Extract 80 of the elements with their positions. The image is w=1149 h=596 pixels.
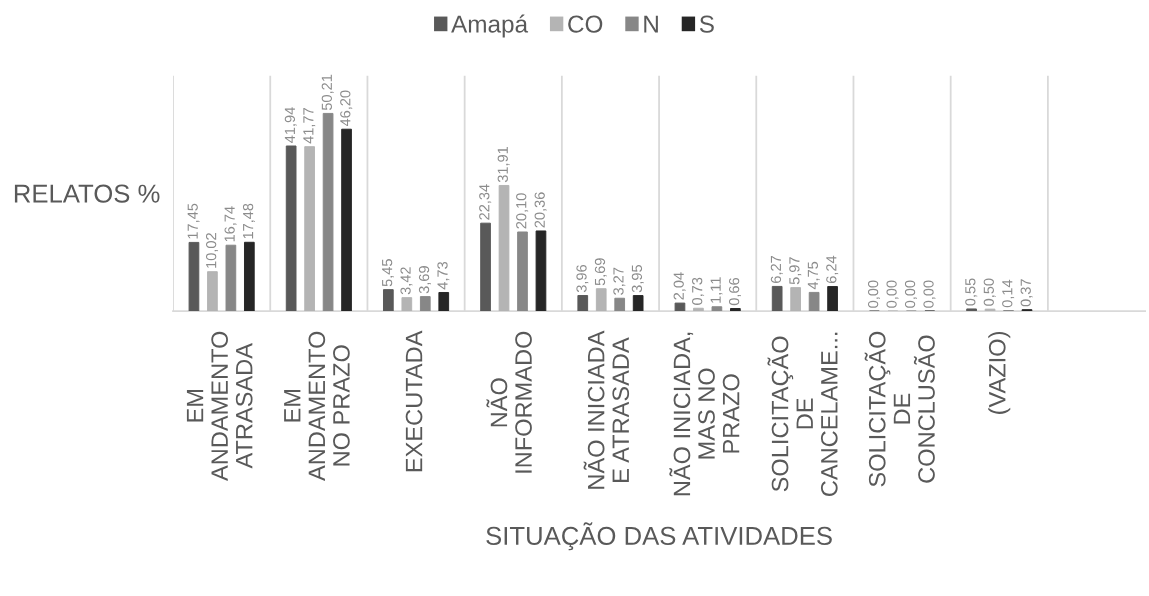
bar [674,302,686,312]
bar [304,146,315,312]
bar [401,297,413,312]
bar [225,244,237,312]
data-label: 0,50 [983,278,996,306]
x-tick-label: EM ANDAMENTO NO PRAZO [284,331,350,481]
bar [517,231,528,312]
data-label: 41,94 [284,107,297,143]
bar [535,230,547,312]
data-label: 10,02 [206,233,219,268]
bar [322,112,334,312]
x-tick-label: SOLICITAÇÃO DE CONCLUSÃO [864,331,935,487]
bar [285,145,297,312]
bar [188,241,200,312]
legend-label: CO [568,15,603,33]
data-label: 5,69 [594,258,607,286]
x-tick-label: (VAZIO) [988,332,1011,414]
bar [244,241,255,312]
x-tick-label: NÃO INFORMADO [486,331,532,473]
x-axis-title: SITUAÇÃO DAS ATIVIDADES [486,522,832,551]
bar [711,306,723,312]
bar [480,222,491,312]
data-label: 3,27 [613,267,626,295]
bar [595,288,607,312]
legend-label: N [644,15,658,33]
bar [498,184,510,312]
x-tick-label: EXECUTADA [405,330,423,472]
data-label: 5,97 [789,257,802,285]
data-label: 4,75 [807,261,820,290]
bar [577,295,589,312]
data-label: 0,37 [1020,279,1033,307]
data-label: 22,34 [479,184,492,220]
bar [790,287,801,312]
data-label: 6,27 [770,256,783,283]
data-label: 4,73 [437,261,450,290]
data-label: 17,48 [242,203,255,239]
data-label: 6,24 [826,255,839,284]
bar [632,295,644,312]
y-axis-title: RELATOS % [14,184,160,203]
bar [614,297,626,312]
data-label: 2,04 [673,272,686,300]
data-label: 20,10 [516,193,529,229]
x-tick-label: EM ANDAMENTO ATRASADA [186,331,253,481]
x-tick-label: NÃO INICIADA E ATRASADA [583,330,630,489]
data-label: 0,66 [728,277,742,306]
data-label: 0,73 [692,277,705,305]
data-label: 41,77 [303,108,316,144]
x-tick-label: SOLICITAÇÃO DE CANCELAME... [767,332,838,496]
bar [966,308,977,312]
data-label: 3,95 [631,265,644,293]
data-label: 0,00 [904,280,917,308]
bar [771,285,783,312]
data-label: 0,55 [965,278,978,306]
legend-label: S [699,15,714,33]
data-label: 0,00 [886,280,899,308]
data-label: 3,42 [400,267,413,295]
data-label: 3,69 [418,266,431,294]
data-label: 1,11 [710,277,723,303]
x-tick-label: NÃO INICIADA, MAS NO PRAZO [669,332,740,496]
data-label: 0,00 [923,280,936,308]
data-label: 17,45 [187,203,200,239]
data-label: 3,96 [576,265,589,293]
data-label: 50,21 [321,74,334,111]
data-label: 31,91 [497,146,510,183]
bar [827,286,838,312]
data-label: 0,14 [1002,279,1015,308]
legend-label: Amapá [451,14,529,38]
data-label: 20,36 [534,192,547,228]
bar [341,128,352,312]
data-label: 5,45 [382,259,394,287]
bar [808,291,820,312]
data-label: 46,20 [340,90,353,127]
bar [730,308,741,312]
bar [693,307,704,312]
data-label: 16,74 [224,206,237,242]
bar [207,271,218,312]
bar [438,292,450,312]
bar [383,289,394,312]
data-label: 0,00 [867,280,881,308]
bar [419,296,431,312]
